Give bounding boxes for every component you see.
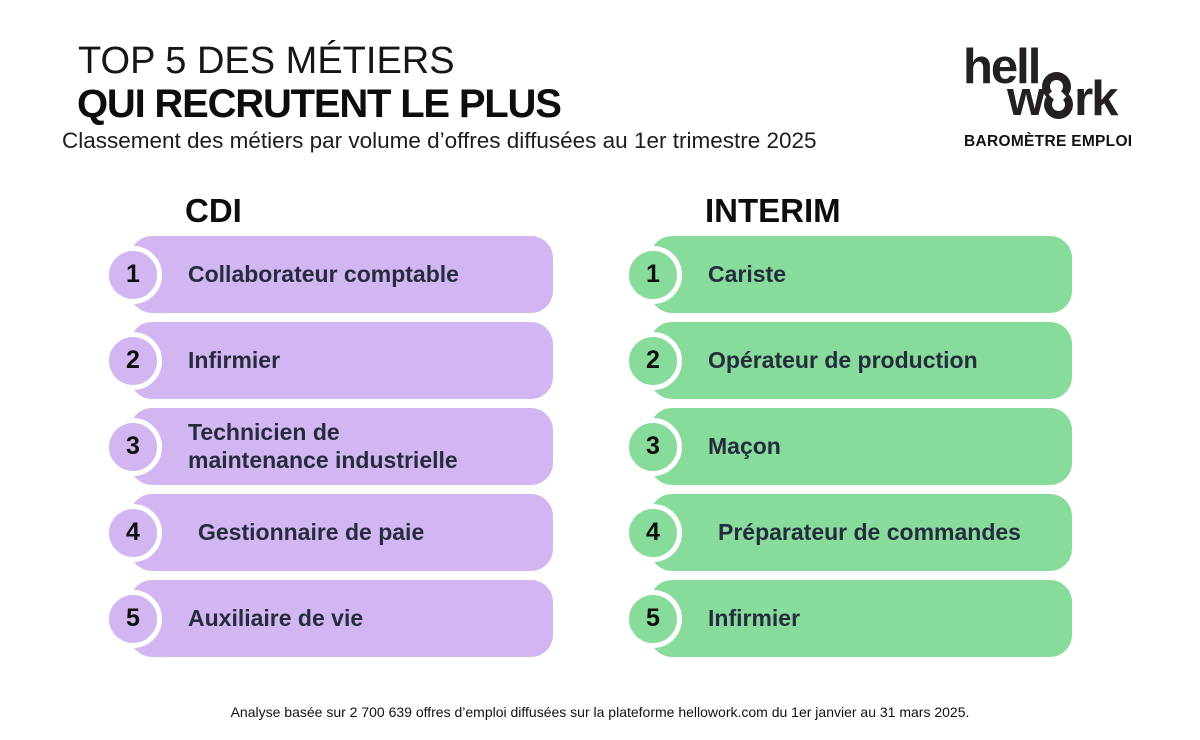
job-label: Préparateur de commandes	[718, 518, 1021, 545]
rank-badge: 1	[104, 245, 162, 304]
logo-o-arc-up-icon	[1044, 90, 1074, 119]
job-label: Infirmier	[708, 604, 801, 631]
logo-line2-post: rk	[1074, 72, 1118, 126]
column-cdi: 1 Collaborateur comptable 2 Infirmier 3 …	[104, 236, 553, 657]
job-label: Opérateur de production	[708, 346, 978, 373]
logo-o-arc-down-icon	[1042, 72, 1072, 101]
rank-badge: 4	[104, 503, 162, 562]
interim-rank-row: 5 Infirmier	[624, 580, 1072, 657]
page-title-line1: TOP 5 DES MÉTIERS	[78, 40, 455, 82]
logo-tagline: BAROMÈTRE EMPLOI	[964, 133, 1133, 150]
column-header-cdi: CDI	[185, 192, 242, 229]
job-label: Gestionnaire de paie	[198, 518, 425, 545]
cdi-rank-row: 2 Infirmier	[104, 322, 553, 399]
page-title-line2: QUI RECRUTENT LE PLUS	[77, 82, 562, 126]
hellowork-logo: hell w rk	[963, 43, 1118, 126]
interim-rank-row: 3 Maçon	[624, 408, 1072, 485]
source-note: Analyse basée sur 2 700 639 offres d’emp…	[230, 704, 970, 720]
rank-badge: 5	[104, 589, 162, 648]
logo-line2-pre: w	[1007, 72, 1045, 126]
rank-badge: 2	[624, 331, 682, 390]
job-label: Cariste	[708, 260, 786, 287]
rank-badge: 2	[104, 331, 162, 390]
job-label: Collaborateur comptable	[188, 260, 459, 287]
job-label: Maçon	[708, 432, 781, 459]
page-subtitle: Classement des métiers par volume d’offr…	[62, 128, 817, 153]
rank-badge: 4	[624, 503, 682, 562]
logo-line1-text: hell	[963, 40, 1041, 94]
job-label: Technicien de maintenance industrielle	[188, 419, 458, 473]
interim-rank-row: 1 Cariste	[624, 236, 1072, 313]
job-label: Auxiliaire de vie	[188, 604, 364, 631]
rank-badge: 3	[104, 417, 162, 476]
cdi-rank-row: 4 Gestionnaire de paie	[104, 494, 553, 571]
column-interim: 1 Cariste 2 Opérateur de production 3 Ma…	[624, 236, 1072, 657]
rank-badge: 1	[624, 245, 682, 304]
cdi-rank-row: 3 Technicien de maintenance industrielle	[104, 408, 553, 485]
cdi-rank-row: 1 Collaborateur comptable	[104, 236, 553, 313]
column-header-interim: INTERIM	[705, 192, 841, 229]
job-label: Infirmier	[188, 346, 281, 373]
logo-line1: hell	[963, 43, 1116, 102]
interim-rank-row: 4 Préparateur de commandes	[624, 494, 1072, 571]
interim-rank-row: 2 Opérateur de production	[624, 322, 1072, 399]
rank-badge: 5	[624, 589, 682, 648]
rank-badge: 3	[624, 417, 682, 476]
cdi-rank-row: 5 Auxiliaire de vie	[104, 580, 553, 657]
logo-line2: w rk	[1007, 72, 1118, 126]
